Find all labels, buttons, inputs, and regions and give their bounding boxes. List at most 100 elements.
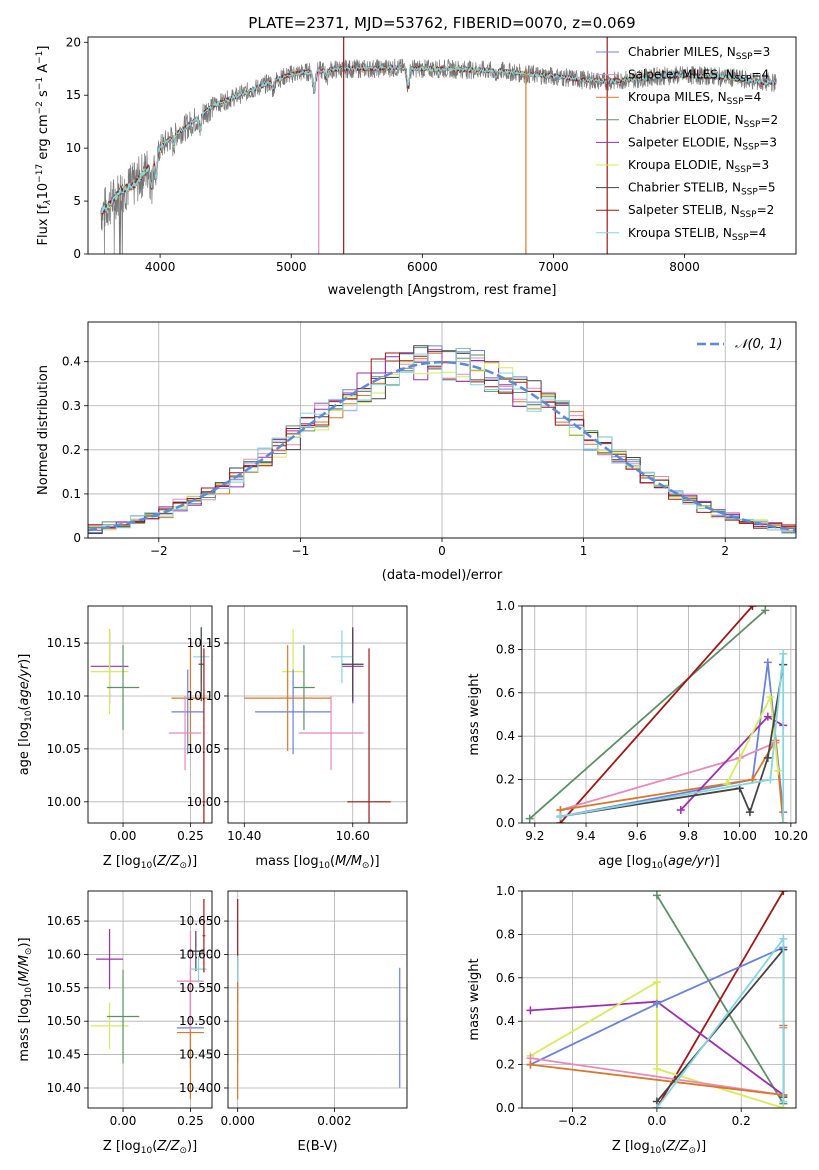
x-tick-label: 5000	[276, 260, 307, 274]
weight-series	[529, 609, 766, 820]
axes-frame	[87, 36, 797, 255]
weight-marker	[763, 753, 772, 762]
weight-marker	[676, 805, 685, 814]
y-axis-label: Flux [fλ10−17 erg cm−2 s−1 A−1]	[35, 46, 53, 246]
y-tick-label: 0.2	[496, 1058, 515, 1072]
x-tick-label: 10.20	[774, 829, 808, 843]
y-tick-label: 10.15	[187, 636, 221, 650]
y-tick-label: 0	[73, 531, 81, 545]
x-axis-label: wavelength [Angstrom, rest frame]	[328, 283, 557, 298]
weight-marker	[652, 1064, 661, 1073]
x-tick-label: 0	[438, 544, 446, 558]
axes-frame	[521, 890, 797, 1109]
axes-frame	[227, 890, 408, 1109]
x-tick-label: 7000	[538, 260, 569, 274]
y-tick-label: 10.10	[47, 689, 81, 703]
weight-marker	[763, 658, 772, 667]
spectrum-lines	[100, 37, 777, 254]
weight-marker	[779, 1097, 788, 1106]
histograms	[88, 345, 796, 536]
x-tick-label: 0.25	[177, 829, 204, 843]
y-tick-label: 0.8	[496, 642, 515, 656]
y-tick-label: 0	[73, 247, 81, 261]
weight-marker	[779, 891, 788, 895]
y-tick-label: 0.8	[496, 927, 515, 941]
y-tick-label: 10.40	[47, 1081, 81, 1095]
mass-vs-EBV-panel: 0.000 0.002 10.400 10.450 10.500 10.550 10.600…	[179, 890, 408, 1154]
y-tick-label: 0.4	[62, 355, 81, 369]
weight-series	[656, 947, 785, 1103]
y-axis-label: mass weight	[467, 673, 482, 755]
x-tick-label: 1	[580, 544, 588, 558]
y-tick-label: 0.6	[496, 971, 515, 985]
x-axis-label: Z [log10(Z/Z⊙)]	[103, 1139, 197, 1156]
x-tick-label: 9.8	[679, 829, 698, 843]
x-tick-label: 0.000	[220, 1114, 254, 1128]
spectrum-legend: Chabrier MILES, NSSP=3 Salpeter MILES, NS…	[596, 45, 778, 243]
x-axis-label: (data-model)/error	[382, 568, 503, 583]
weight-marker	[761, 606, 770, 615]
x-tick-label: 0.2	[732, 1114, 751, 1128]
legend-entry: Chabrier MILES, NSSP=3	[628, 45, 770, 62]
weight-lines	[526, 891, 788, 1108]
x-tick-label: 0.002	[317, 1114, 351, 1128]
x-tick-label: 4000	[145, 260, 176, 274]
x-tick-label: 10.40	[227, 829, 261, 843]
weight-marker	[763, 712, 772, 721]
x-tick-label: 0.00	[110, 829, 137, 843]
x-tick-label: 0.00	[110, 1114, 137, 1128]
axes-frame	[87, 321, 797, 539]
legend-entry: Salpeter STELIB, NSSP=2	[628, 203, 774, 220]
x-axis-label: mass [log10(M/M⊙)]	[255, 854, 379, 871]
figure-title: PLATE=2371, MJD=53762, FIBERID=0070, z=0…	[248, 14, 635, 32]
x-axis-label: E(B-V)	[297, 1139, 337, 1154]
y-tick-label: 10.45	[47, 1048, 81, 1062]
weight-vs-Z-panel: −0.2 0.0 0.2 0.0 0.2 0.4 0.6 0.8 1.0 Z [log10(Z/Z…	[467, 884, 797, 1156]
weight-marker	[526, 1060, 535, 1069]
weight-marker	[652, 978, 661, 987]
y-tick-label: 0.3	[62, 399, 81, 413]
observed-spectrum	[100, 58, 777, 254]
y-tick-label: 10.10	[187, 689, 221, 703]
y-tick-label: 0.1	[62, 487, 81, 501]
age-vs-Z-panel: 0.00 0.25 10.00 10.05 10.10 10.15 Z [log10(Z/Z…	[17, 605, 213, 871]
y-tick-label: 10.65	[47, 914, 81, 928]
axes-frame	[521, 605, 797, 824]
axes-frame	[87, 890, 213, 1109]
x-axis-label: Z [log10(Z/Z⊙)]	[612, 1139, 706, 1156]
weight-marker	[779, 934, 788, 943]
y-axis-label: mass weight	[467, 958, 482, 1040]
y-axis-label: mass [log10(M/M⊙)]	[17, 937, 34, 1061]
legend-entry: Chabrier ELODIE, NSSP=2	[628, 113, 778, 130]
y-tick-label: 0.0	[496, 1101, 515, 1115]
weight-series	[656, 935, 785, 1108]
y-tick-label: 10	[66, 141, 81, 155]
legend-entry: Salpeter ELODIE, NSSP=3	[628, 135, 777, 152]
y-tick-label: 0.0	[496, 816, 515, 830]
weight-marker	[774, 766, 783, 775]
legend-entry: 𝒩(0, 1)	[735, 337, 782, 352]
y-tick-label: 1.0	[496, 599, 515, 613]
y-tick-label: 0.4	[496, 1014, 515, 1028]
x-axis-label: age [log10(age/yr)]	[598, 854, 720, 871]
weight-marker	[748, 606, 757, 610]
legend-entry: Kroupa MILES, NSSP=4	[628, 90, 761, 107]
x-tick-label: 9.4	[576, 829, 595, 843]
x-tick-label: 8000	[669, 260, 700, 274]
model-spectrum-8	[100, 64, 777, 214]
legend-entry: Salpeter MILES, NSSP=4	[628, 68, 769, 85]
y-tick-label: 10.400	[179, 1081, 221, 1095]
x-tick-label: 6000	[407, 260, 438, 274]
age-vs-mass-panel: 10.40 10.60 10.00 10.05 10.10 10.15 mass [log1…	[187, 605, 408, 871]
legend-entry: Kroupa STELIB, NSSP=4	[628, 226, 766, 243]
errorbars	[244, 627, 391, 823]
weight-vs-age-panel: 9.2 9.4 9.6 9.8 10.00 10.20 0.0 0.2 0.4 0.6 0.8 1.0…	[467, 599, 808, 871]
weight-marker	[766, 693, 775, 702]
gaussian-reference	[88, 360, 796, 532]
weight-marker	[526, 1006, 535, 1015]
errorbars	[90, 899, 207, 1100]
weight-series	[559, 606, 754, 823]
y-tick-label: 10.00	[187, 795, 221, 809]
weight-marker	[766, 775, 775, 784]
